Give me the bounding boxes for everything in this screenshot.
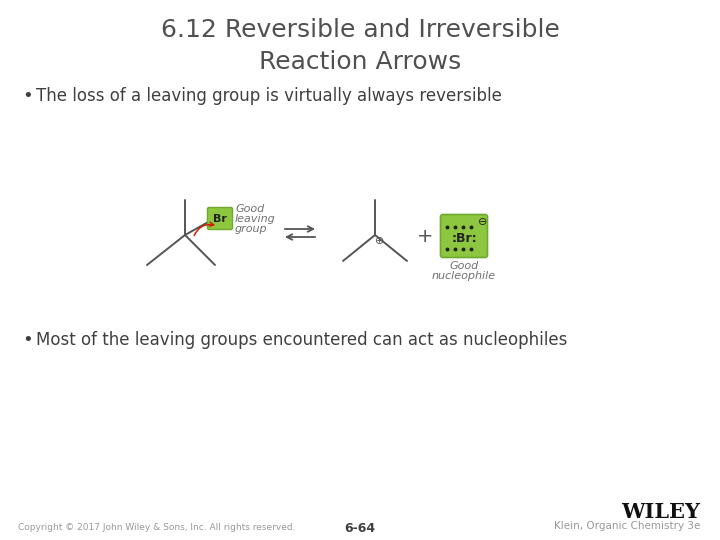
Text: Klein, Organic Chemistry 3e: Klein, Organic Chemistry 3e [554,521,700,531]
Text: ⊖: ⊖ [478,217,487,227]
Text: WILEY: WILEY [621,502,700,522]
Text: group: group [235,224,268,234]
Text: •: • [22,331,32,349]
Text: Copyright © 2017 John Wiley & Sons, Inc. All rights reserved.: Copyright © 2017 John Wiley & Sons, Inc.… [18,523,295,532]
Text: :Br:: :Br: [451,232,477,245]
FancyArrowPatch shape [194,222,214,235]
Text: •: • [22,87,32,105]
Text: 6-64: 6-64 [344,522,376,535]
Text: Reaction Arrows: Reaction Arrows [259,50,461,74]
Text: The loss of a leaving group is virtually always reversible: The loss of a leaving group is virtually… [36,87,502,105]
Text: nucleophile: nucleophile [432,271,496,281]
Text: leaving: leaving [235,214,276,224]
FancyBboxPatch shape [441,214,487,258]
Text: Good: Good [235,204,264,214]
Text: Most of the leaving groups encountered can act as nucleophiles: Most of the leaving groups encountered c… [36,331,567,349]
Text: Br: Br [213,213,227,224]
Text: 6.12 Reversible and Irreversible: 6.12 Reversible and Irreversible [161,18,559,42]
Text: Good: Good [449,261,479,271]
Text: ⊕: ⊕ [375,236,384,246]
FancyBboxPatch shape [207,207,233,230]
Text: +: + [417,227,433,246]
